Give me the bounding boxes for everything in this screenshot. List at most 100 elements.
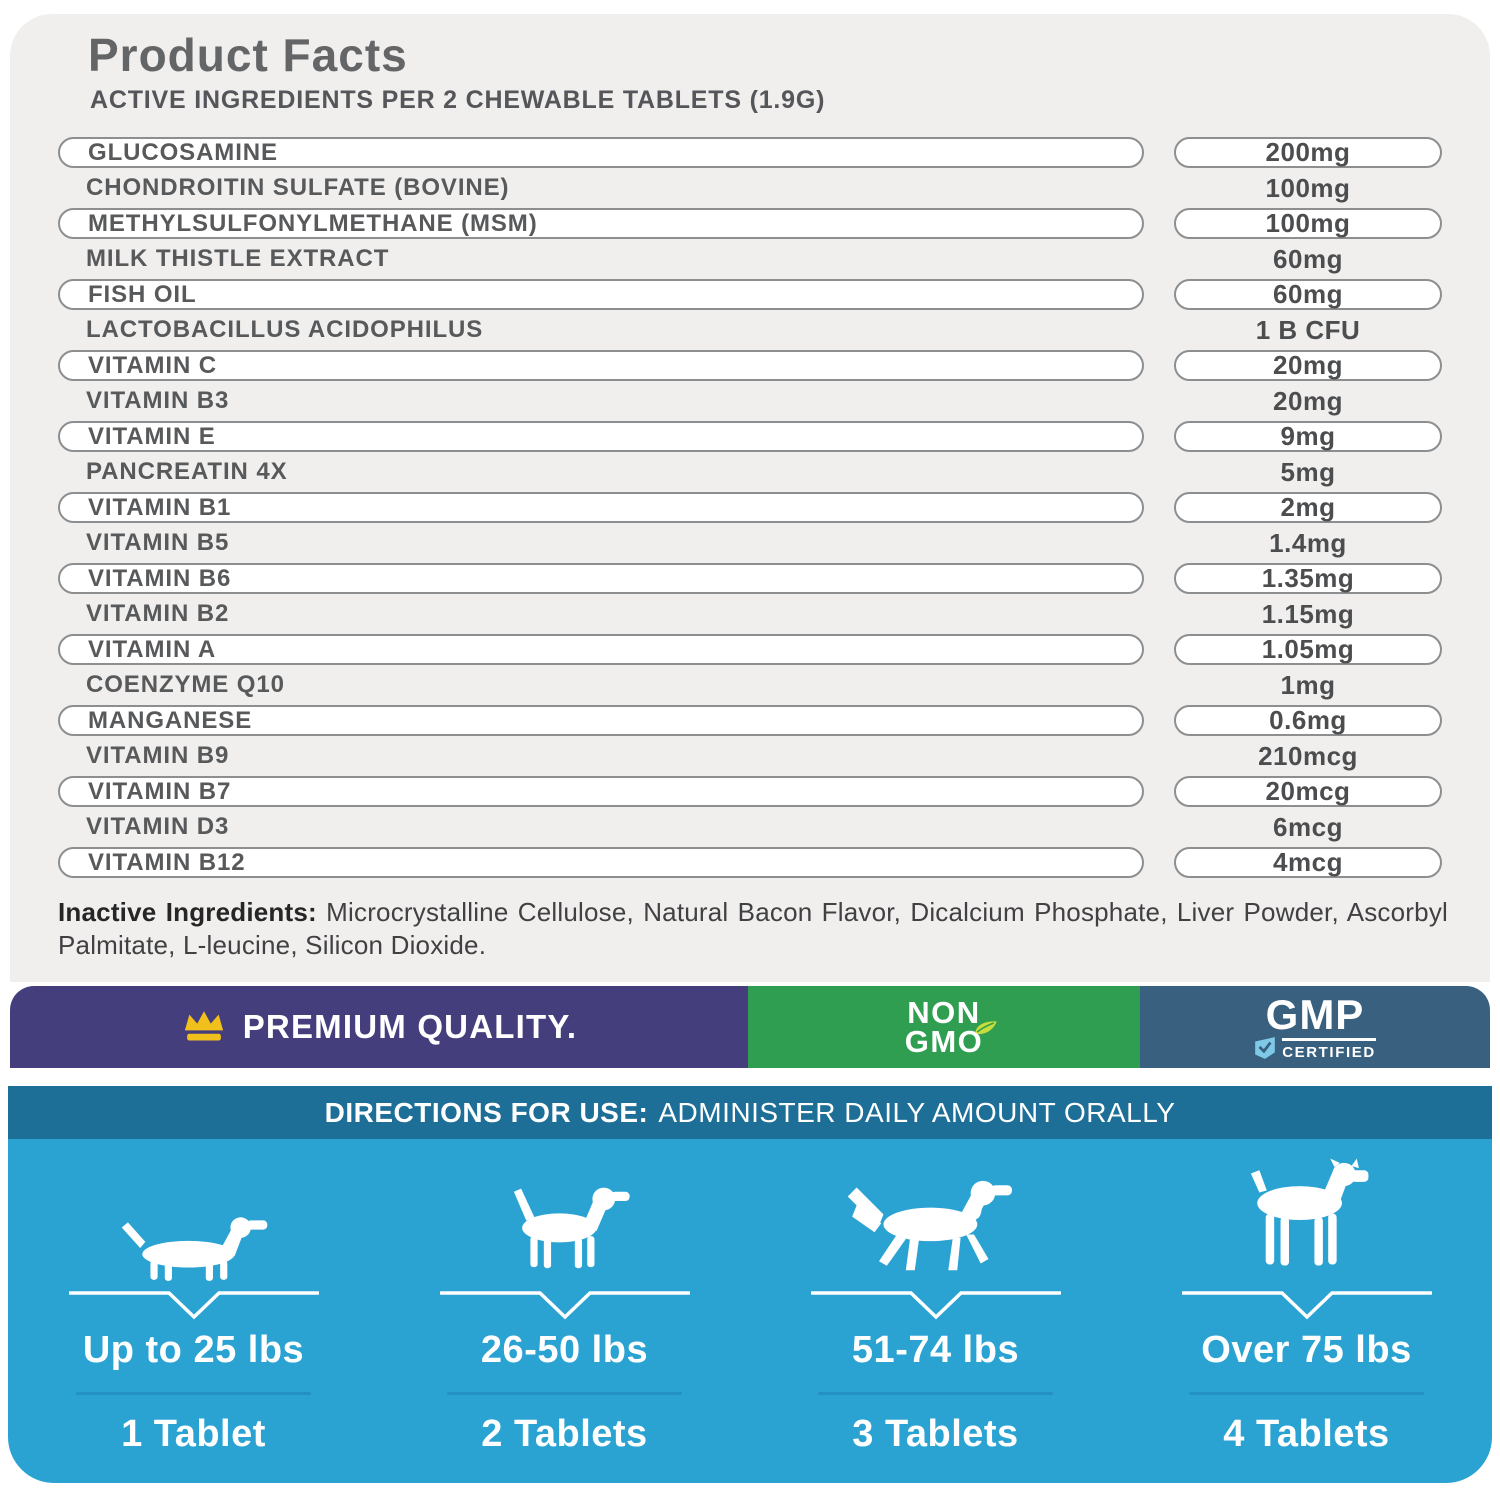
ingredient-amount: 1 B CFU [1255,314,1361,345]
crown-icon [184,1011,223,1041]
ingredient-amount: 20mcg [1265,776,1351,807]
ingredient-row: FISH OIL 60mg [58,277,1442,313]
ingredient-amount: 210mcg [1258,740,1358,771]
ingredient-name: VITAMIN C [88,351,217,379]
directions-label: DIRECTIONS FOR USE: [324,1096,649,1128]
divider-line [818,1392,1053,1395]
ingredient-amount: 100mg [1265,172,1351,203]
ingredient-row: VITAMIN D3 6mcg [58,810,1442,846]
ingredient-amount: 1.15mg [1261,598,1355,629]
ingredient-name: PANCREATIN 4X [86,458,288,486]
page-title: Product Facts [88,29,408,81]
dosage-column: 26-50 lbs 2 Tablets [379,1155,750,1483]
leaf-icon [975,1021,998,1035]
dachshund-dog-icon [121,1217,268,1281]
ingredient-amount: 1.4mg [1269,527,1347,558]
pointer-line-icon [439,1291,690,1320]
ingredient-row: LACTOBACILLUS ACIDOPHILUS 1 B CFU [58,313,1442,349]
ingredient-row: VITAMIN B2 1.15mg [58,597,1442,633]
ingredient-name: VITAMIN D3 [86,813,230,841]
weight-range-label: 51-74 lbs [851,1329,1020,1371]
ingredient-amount: 6mcg [1273,811,1343,842]
divider-line [76,1392,311,1395]
premium-quality-badge: PREMIUM QUALITY. [10,986,748,1068]
ingredient-amount: 1mg [1280,669,1336,700]
ingredient-row: VITAMIN E 9mg [58,419,1442,455]
non-gmo-text: NON GMO [904,994,998,1059]
ingredient-name: VITAMIN A [88,635,217,663]
weight-range-label: Over 75 lbs [1201,1329,1412,1371]
ingredient-row: VITAMIN B5 1.4mg [58,526,1442,562]
non-gmo-badge: NON GMO [748,986,1140,1068]
inactive-ingredients-text: Inactive Ingredients: Microcrystalline C… [58,896,1448,962]
ingredient-amount: 60mg [1273,243,1343,274]
ingredient-name: GLUCOSAMINE [88,138,278,166]
divider-line [1189,1392,1424,1395]
ingredient-row: VITAMIN B12 4mcg [58,845,1442,881]
gmp-certified-badge: GMP CERTIFIED [1140,986,1490,1068]
ingredient-row: VITAMIN A 1.05mg [58,632,1442,668]
ingredient-row: CHONDROITIN SULFATE (BOVINE) 100mg [58,171,1442,207]
ingredient-name: VITAMIN B2 [86,600,230,628]
tablet-count-label: 3 Tablets [852,1413,1019,1455]
non-gmo-line2: GMO [904,1024,984,1059]
tablet-count-label: 2 Tablets [481,1413,648,1455]
ingredient-table: GLUCOSAMINE 200mg CHONDROITIN SULFATE (B… [58,135,1442,881]
ingredient-name: VITAMIN B6 [88,564,232,592]
ingredient-amount: 200mg [1265,137,1351,168]
ingredient-name: VITAMIN B12 [88,848,246,876]
tablet-count-label: 1 Tablet [121,1413,266,1455]
ingredient-amount: 4mcg [1273,847,1343,878]
ingredient-amount: 20mg [1273,385,1343,416]
premium-quality-label: PREMIUM QUALITY. [242,1008,578,1045]
ingredient-amount: 2mg [1280,492,1336,523]
dosage-column: 51-74 lbs 3 Tablets [750,1155,1121,1483]
inactive-ingredients-label: Inactive Ingredients: [58,897,317,927]
certification-badges: PREMIUM QUALITY. NON GMO GMP [0,986,1500,1068]
ingredient-name: VITAMIN E [88,422,216,450]
directions-text: ADMINISTER DAILY AMOUNT ORALLY [658,1096,1176,1128]
ingredient-row: MANGANESE 0.6mg [58,703,1442,739]
ingredient-amount: 1.05mg [1261,634,1355,665]
ingredient-row: COENZYME Q10 1mg [58,668,1442,704]
ingredient-amount: 60mg [1273,279,1343,310]
ingredient-row: VITAMIN B7 20mcg [58,774,1442,810]
product-facts-panel: Product Facts ACTIVE INGREDIENTS PER 2 C… [10,14,1490,982]
weight-range-label: 26-50 lbs [480,1329,649,1371]
ingredient-amount: 9mg [1280,421,1336,452]
ingredient-amount: 0.6mg [1269,705,1347,736]
ingredient-row: METHYLSULFONYLMETHANE (MSM) 100mg [58,206,1442,242]
dosage-column: Up to 25 lbs 1 Tablet [8,1155,379,1483]
ingredient-name: VITAMIN B1 [88,493,232,521]
ingredient-name: VITAMIN B9 [86,742,230,770]
ingredient-row: VITAMIN B9 210mcg [58,739,1442,775]
pointer-line-icon [1181,1291,1432,1320]
ingredient-name: CHONDROITIN SULFATE (BOVINE) [86,174,510,202]
ingredient-amount: 5mg [1280,456,1336,487]
weight-range-label: Up to 25 lbs [82,1329,305,1371]
non-gmo-line1: NON [907,994,981,1030]
ingredient-row: GLUCOSAMINE 200mg [58,135,1442,171]
retriever-dog-icon [847,1180,1012,1271]
ingredient-name: VITAMIN B3 [86,387,230,415]
tablet-count-label: 4 Tablets [1223,1413,1390,1455]
ingredient-row: VITAMIN B1 2mg [58,490,1442,526]
ingredient-name: LACTOBACILLUS ACIDOPHILUS [86,316,484,344]
active-ingredients-subtitle: ACTIVE INGREDIENTS PER 2 CHEWABLE TABLET… [90,86,826,114]
beagle-dog-icon [513,1187,630,1269]
ingredient-name: VITAMIN B5 [86,529,230,557]
divider-line [447,1392,682,1395]
pointer-line-icon [68,1291,319,1320]
ingredient-row: VITAMIN B3 20mg [58,384,1442,420]
ingredient-amount: 100mg [1265,208,1351,239]
gmp-title: GMP [1265,990,1365,1038]
ingredient-name: MILK THISTLE EXTRACT [86,245,390,273]
ingredient-name: MANGANESE [88,706,253,734]
inactive-ingredients-list: Microcrystalline Cellulose, Natural Baco… [58,897,1448,960]
ingredient-row: VITAMIN B6 1.35mg [58,561,1442,597]
ingredient-name: COENZYME Q10 [86,671,285,699]
dosage-section: Up to 25 lbs 1 Tablet 26-50 lbs 2 Tablet… [8,1139,1492,1483]
ingredient-name: VITAMIN B7 [88,777,232,805]
dosage-column: Over 75 lbs 4 Tablets [1121,1155,1492,1483]
